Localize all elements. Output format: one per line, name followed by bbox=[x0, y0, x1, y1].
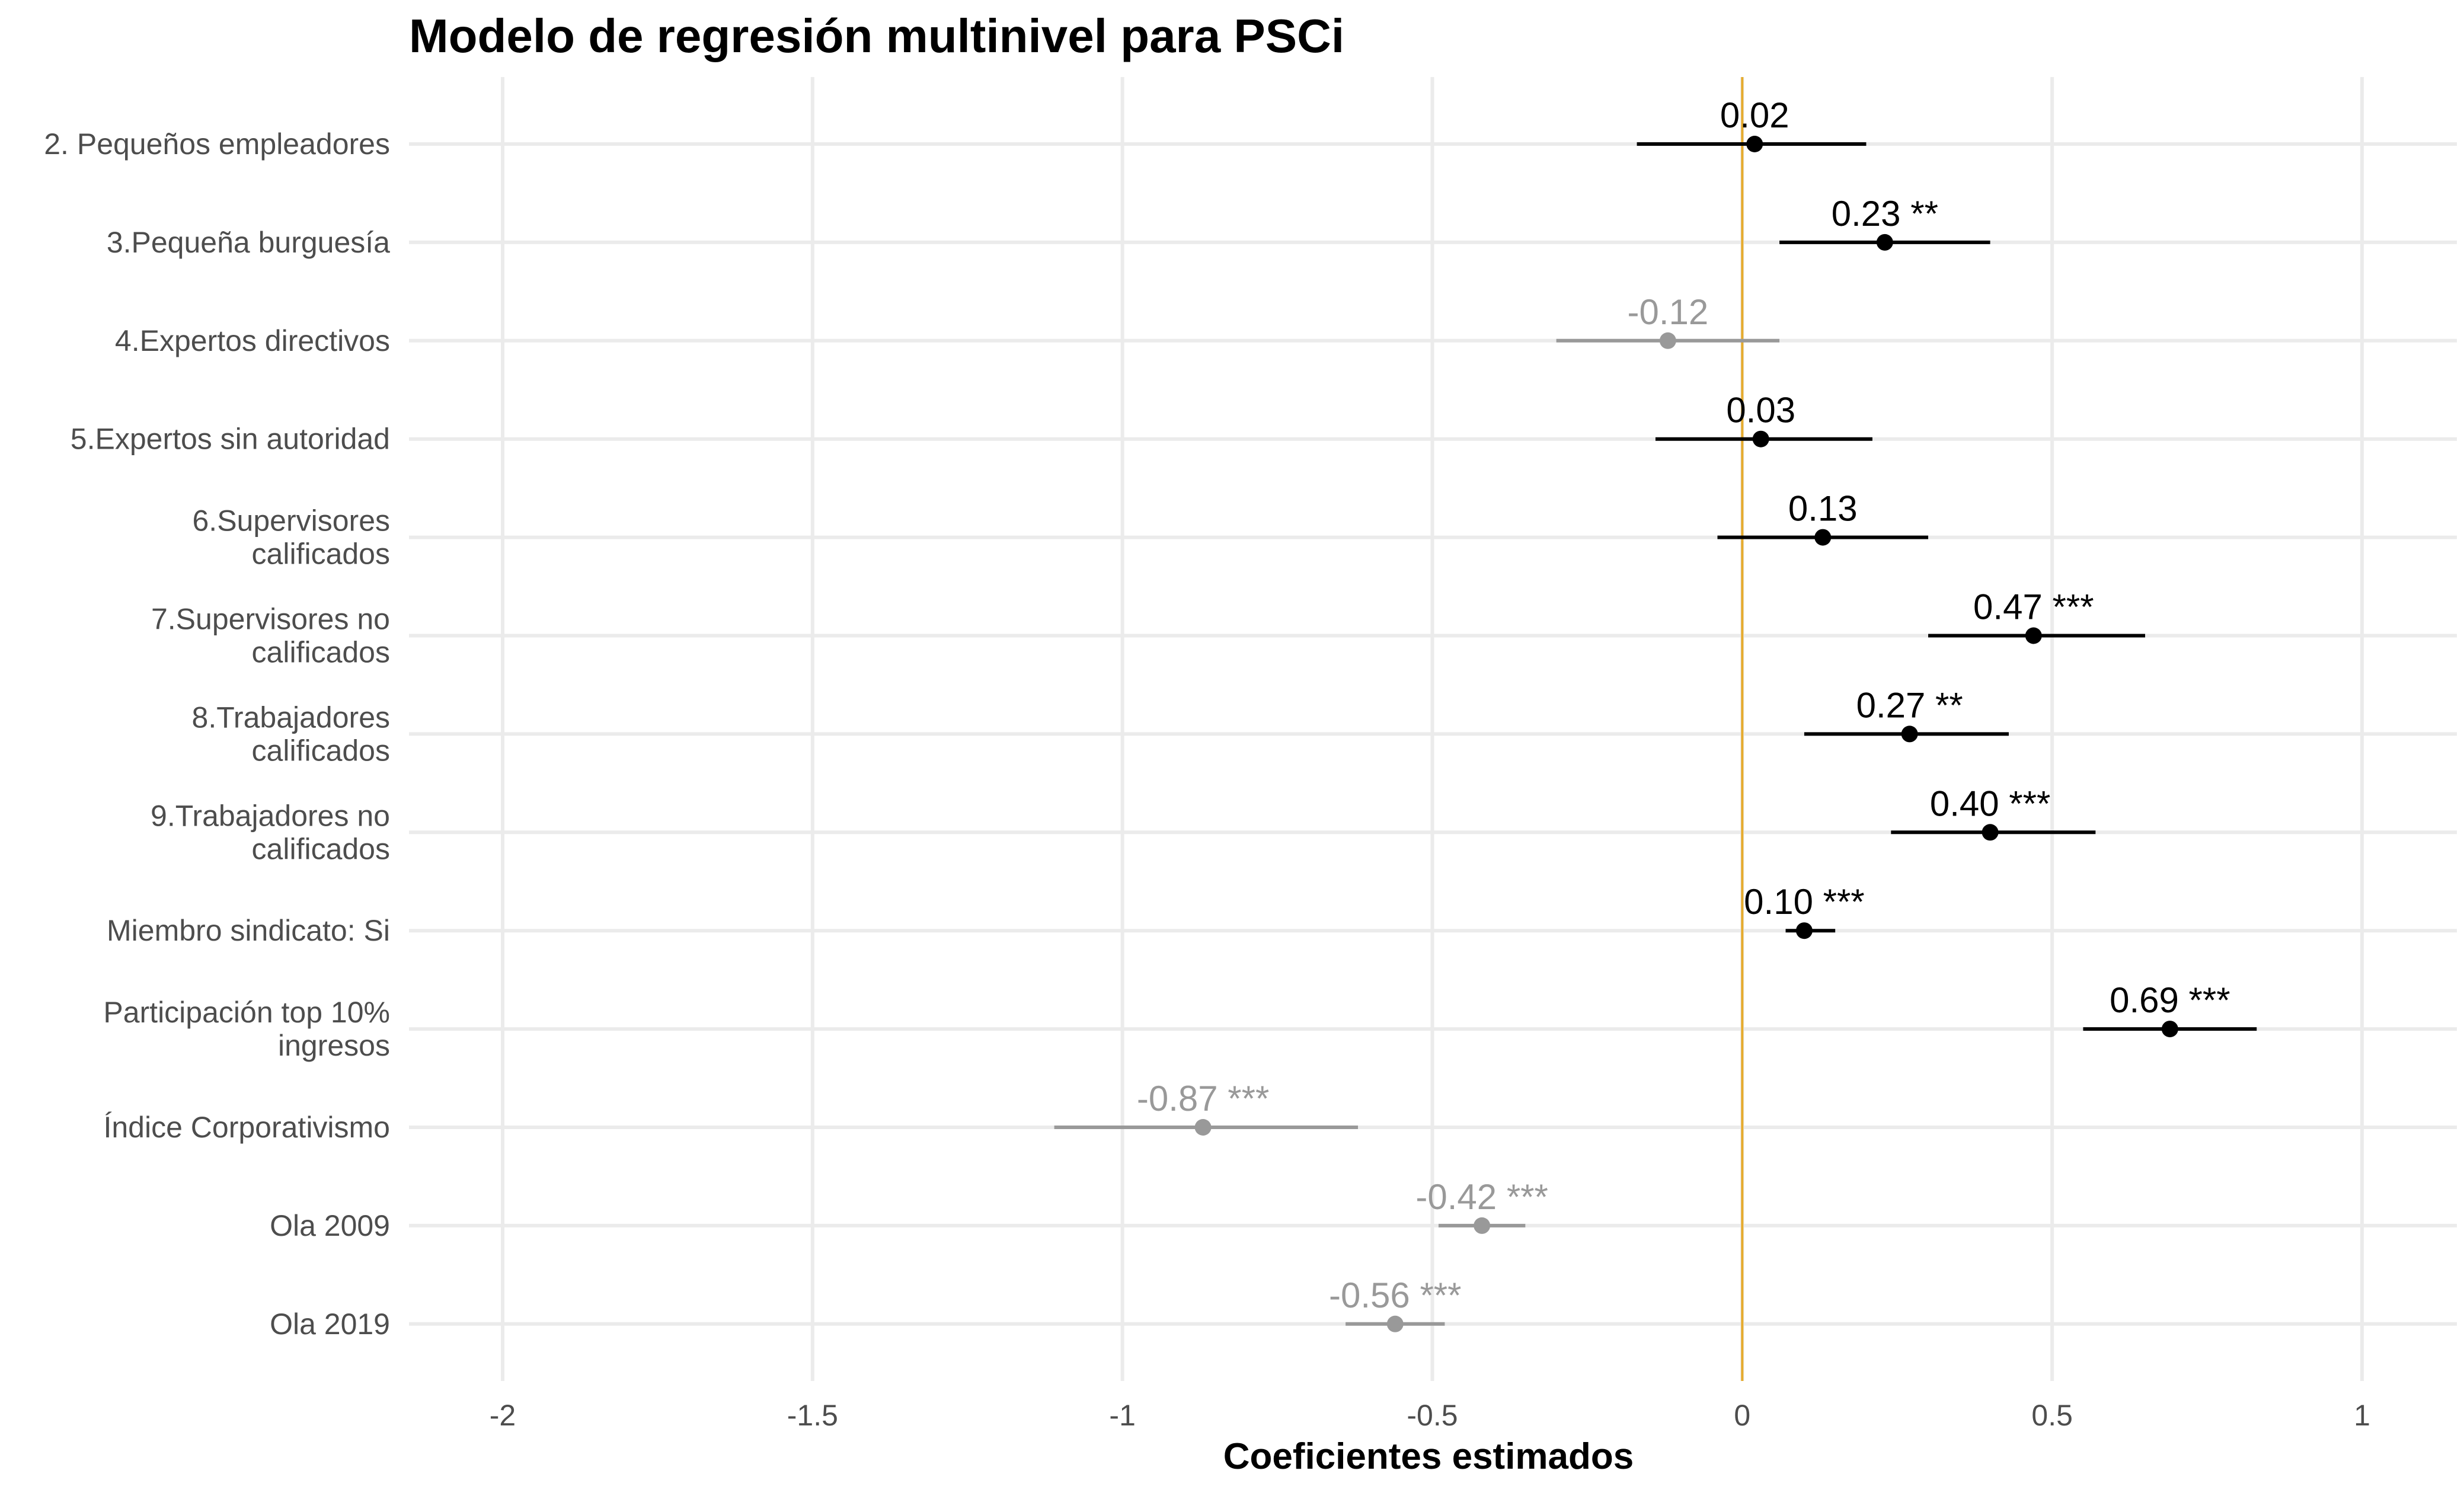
x-tick-label: -0.5 bbox=[1407, 1399, 1458, 1432]
y-tick-label: Índice Corporativismo bbox=[103, 1111, 390, 1144]
data-label: 0.02 bbox=[1720, 95, 1789, 135]
x-tick-label: 0 bbox=[1734, 1399, 1750, 1432]
coefficient-point bbox=[1901, 725, 1918, 743]
y-tick-label-line: calificados bbox=[252, 636, 390, 669]
coefficient-point bbox=[1746, 136, 1763, 152]
data-label: -0.42 *** bbox=[1415, 1177, 1548, 1217]
y-tick-label: 3.Pequeña burguesía bbox=[107, 226, 390, 259]
y-tick-label-line: 9.Trabajadores no bbox=[151, 799, 390, 832]
y-tick-label-line: calificados bbox=[252, 734, 390, 767]
coefficient-point bbox=[1795, 922, 1813, 939]
coefficient-point bbox=[1194, 1119, 1212, 1136]
x-tick-label: -2 bbox=[490, 1399, 516, 1432]
coefficient-point bbox=[1386, 1315, 1404, 1332]
y-tick-label: Participación top 10% ingresos bbox=[103, 996, 390, 1062]
data-label: -0.87 *** bbox=[1137, 1079, 1269, 1118]
y-tick-label: Miembro sindicato: Si bbox=[107, 914, 390, 947]
x-axis-title: Coeficientes estimados bbox=[1223, 1436, 1634, 1477]
x-tick-label: 0.5 bbox=[2031, 1399, 2073, 1432]
y-tick-label: Ola 2019 bbox=[270, 1307, 390, 1341]
coefficient-point bbox=[1752, 430, 1769, 447]
data-label: 0.69 *** bbox=[2110, 980, 2230, 1020]
coefficient-point bbox=[1659, 332, 1676, 349]
y-tick-label: Ola 2009 bbox=[270, 1209, 390, 1242]
y-tick-label: 5.Expertos sin autoridad bbox=[71, 423, 390, 456]
y-axis-labels: 2. Pequeños empleadores 3.Pequeña burgues… bbox=[44, 127, 390, 1341]
y-tick-label-line: 7.Supervisores no bbox=[151, 603, 390, 636]
y-tick-label: 2. Pequeños empleadores bbox=[44, 127, 390, 161]
x-tick-label: 1 bbox=[2354, 1399, 2370, 1432]
y-tick-label-line: calificados bbox=[252, 832, 390, 865]
chart-title: Modelo de regresión multinivel para PSCi bbox=[409, 9, 1344, 62]
y-tick-label: 7.Supervisores no calificados bbox=[151, 603, 390, 669]
data-label: 0.27 ** bbox=[1856, 685, 1963, 725]
data-label: 0.47 *** bbox=[1973, 587, 2094, 627]
y-tick-label-line: 8.Trabajadores bbox=[192, 701, 390, 734]
y-tick-label-line: calificados bbox=[252, 538, 390, 571]
data-label: -0.56 *** bbox=[1329, 1275, 1461, 1315]
coefficient-point bbox=[1474, 1217, 1491, 1234]
data-label: 0.40 *** bbox=[1930, 784, 2051, 823]
y-tick-label-line: ingresos bbox=[278, 1029, 390, 1062]
coefficient-point bbox=[2161, 1021, 2178, 1038]
marks-layer: 0.02 0.23 ** -0.12 0.03 0.13 0.47 *** 0.27 ** 0… bbox=[1054, 95, 2257, 1332]
coefficient-point bbox=[1982, 824, 1999, 841]
y-tick-label-line: Participación top 10% bbox=[103, 996, 390, 1029]
coefficient-point bbox=[2025, 627, 2042, 644]
coefficient-point bbox=[1814, 529, 1832, 546]
y-tick-label: 4.Expertos directivos bbox=[115, 324, 390, 357]
y-tick-label-line: 6.Supervisores bbox=[193, 504, 391, 538]
data-label: -0.12 bbox=[1627, 292, 1708, 332]
y-tick-label: 8.Trabajadores calificados bbox=[192, 701, 390, 767]
x-tick-label: -1 bbox=[1109, 1399, 1135, 1432]
data-label: 0.10 *** bbox=[1744, 882, 1865, 922]
y-tick-label: 9.Trabajadores no calificados bbox=[151, 799, 390, 865]
data-label: 0.03 bbox=[1726, 391, 1795, 430]
data-label: 0.13 bbox=[1788, 489, 1858, 529]
x-tick-label: -1.5 bbox=[787, 1399, 838, 1432]
coefficient-point bbox=[1876, 234, 1893, 251]
y-tick-label: 6.Supervisores calificados bbox=[193, 504, 391, 571]
data-label: 0.23 ** bbox=[1832, 194, 1938, 234]
x-axis-ticks: -2 -1.5 -1 -0.5 0 0.5 1 bbox=[490, 1399, 2370, 1432]
